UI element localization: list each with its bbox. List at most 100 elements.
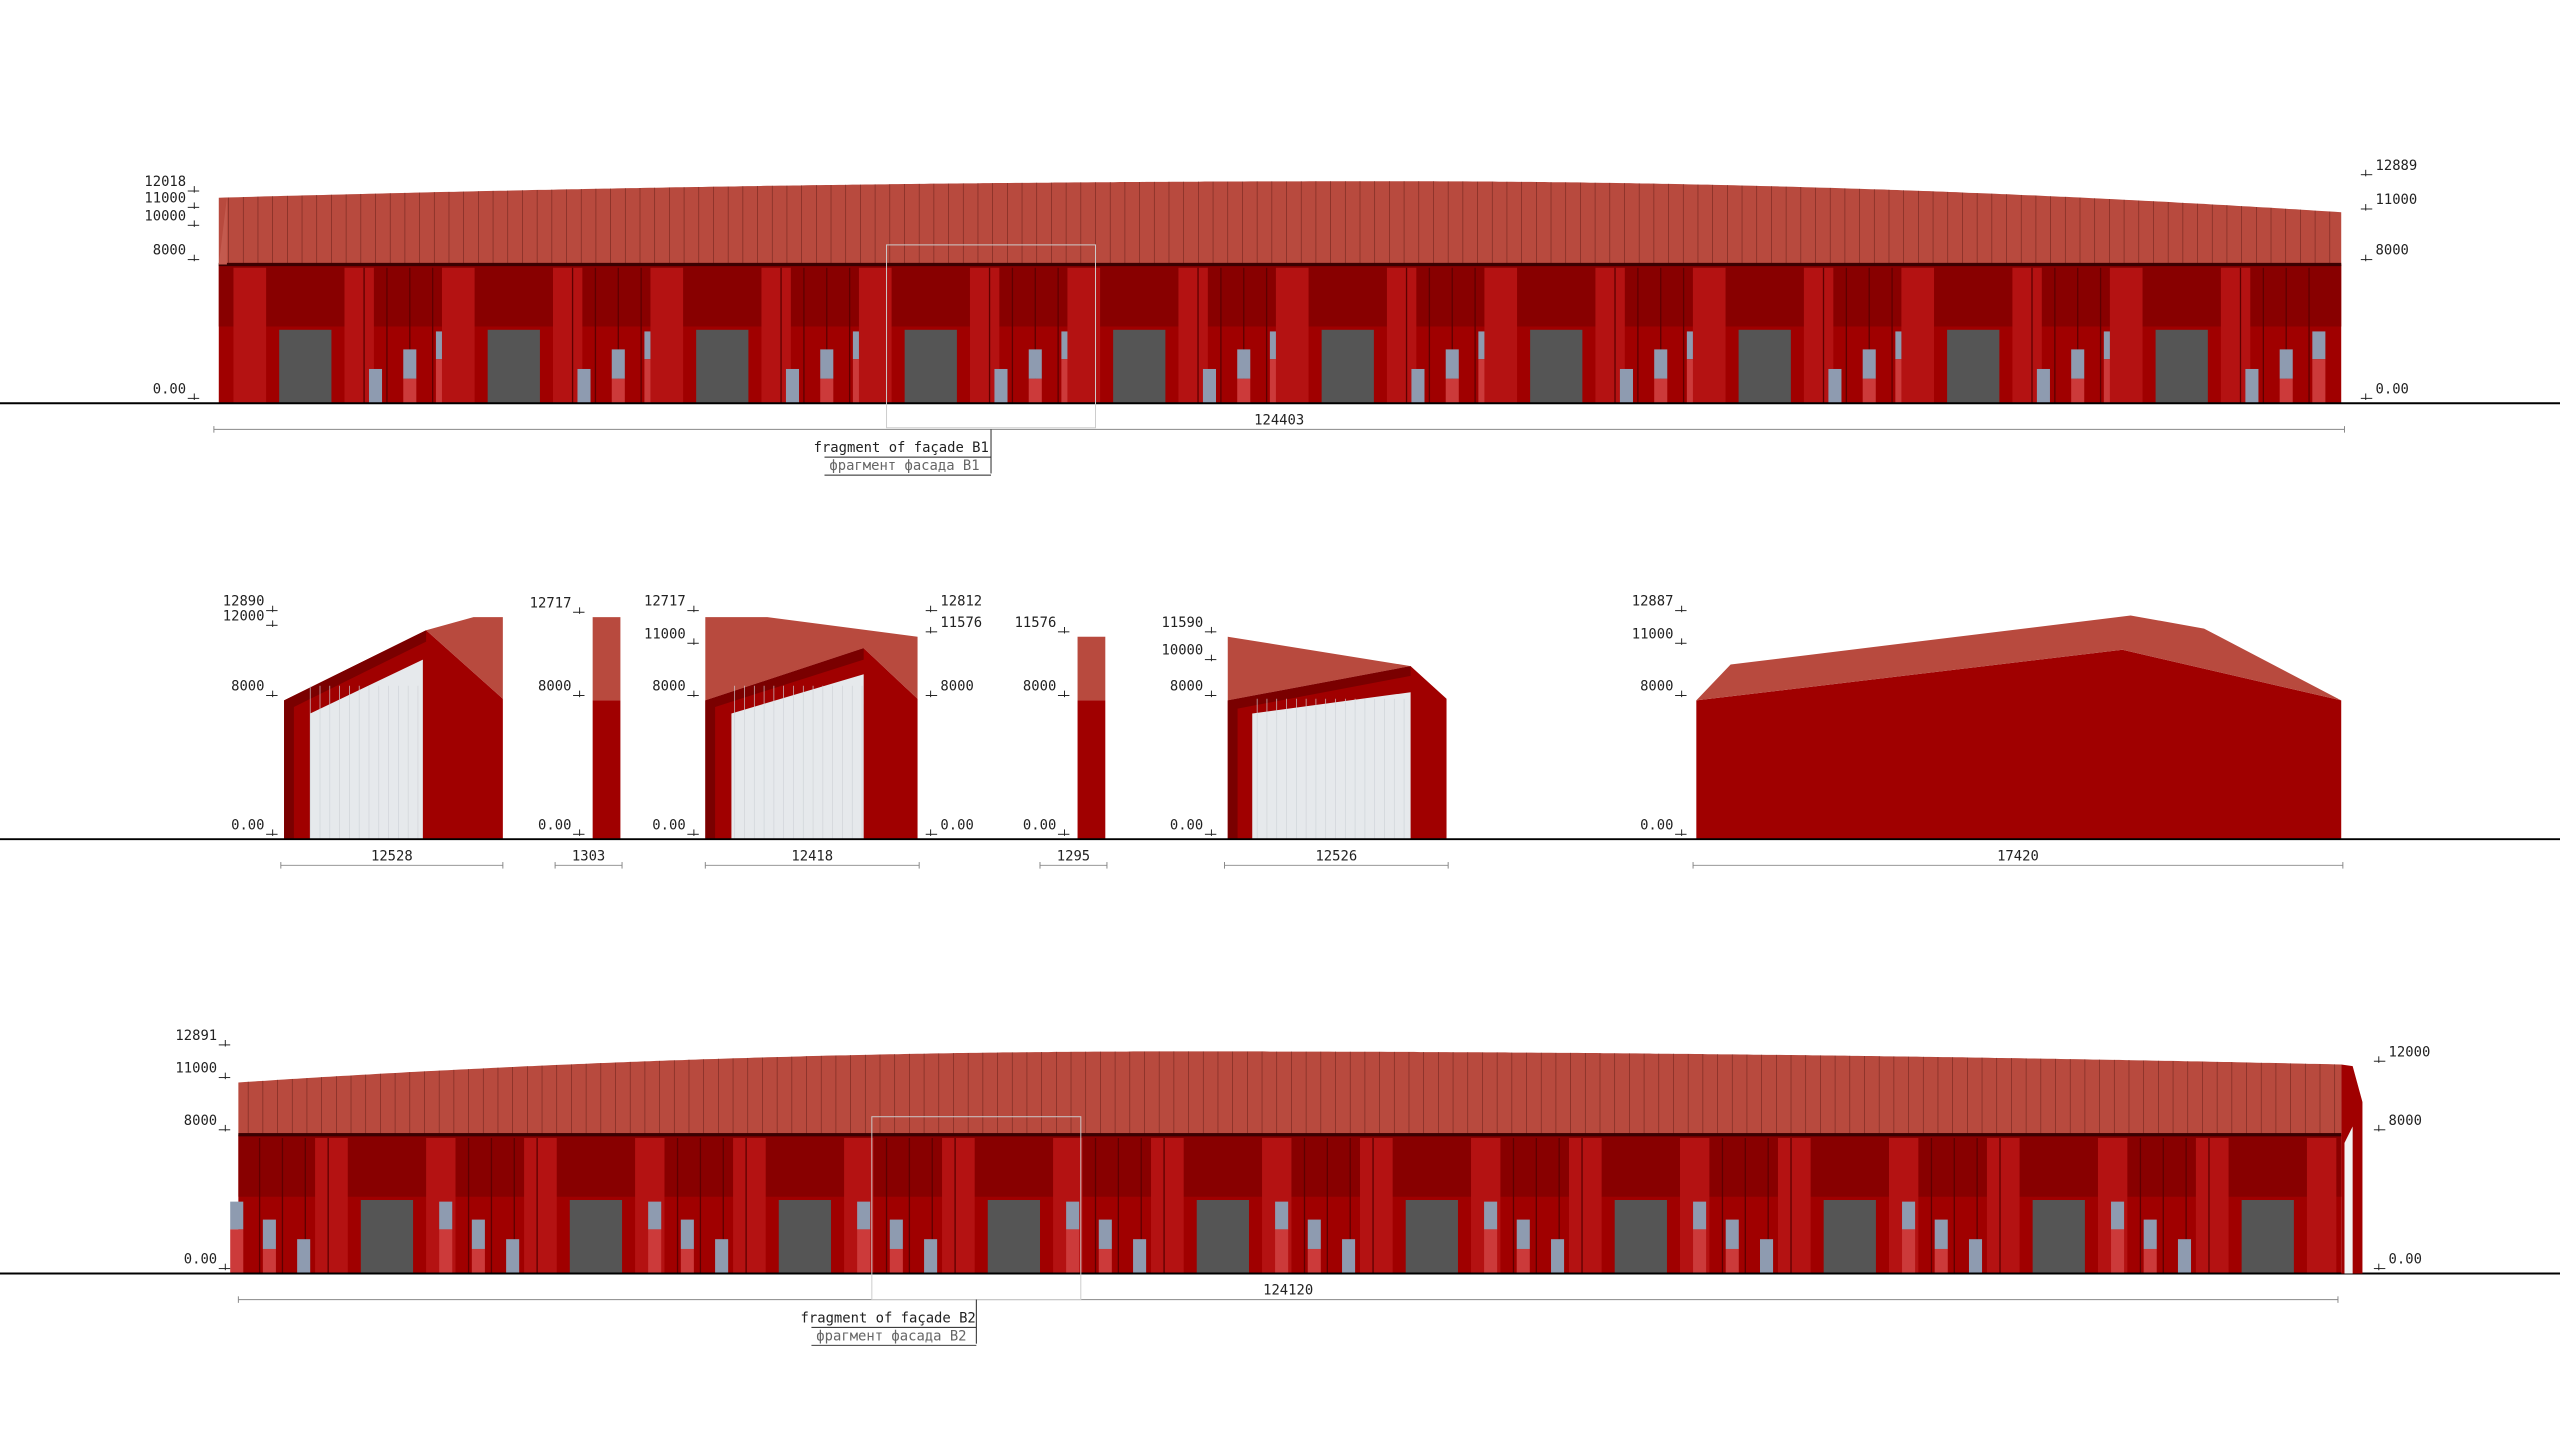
dimension-label: 12528 (371, 848, 413, 864)
window-panel (1484, 1229, 1498, 1274)
dimension-label: 12418 (791, 848, 833, 864)
pilaster (1151, 1137, 1184, 1274)
fragment-frame (886, 244, 1096, 429)
level-label: 10000 (144, 208, 186, 224)
gable-frame (705, 648, 864, 840)
window-panel (1237, 378, 1251, 404)
window-panel (1066, 1229, 1080, 1274)
end-opening (2344, 1126, 2353, 1274)
eave-line (238, 1133, 2342, 1137)
window (1275, 1201, 1289, 1230)
level-label: 8000 (1640, 679, 1673, 695)
gate (1614, 1200, 1667, 1274)
wall (592, 700, 621, 840)
window (2111, 1201, 2125, 1230)
gate (1196, 1200, 1249, 1274)
pilaster (733, 1137, 766, 1274)
pilaster (1484, 267, 1518, 404)
window (680, 1219, 694, 1249)
gable-door (310, 659, 423, 840)
level-label: 8000 (184, 1113, 217, 1129)
window-panel (2312, 359, 2326, 404)
pilaster (441, 267, 475, 404)
pilaster (650, 267, 684, 404)
window (1934, 1219, 1948, 1249)
window-panel (439, 1229, 453, 1274)
level-label: 12812 (940, 594, 982, 610)
gate (1530, 329, 1583, 404)
pilaster (1692, 267, 1726, 404)
window (506, 1239, 520, 1274)
window (297, 1239, 311, 1274)
window-panel (1862, 378, 1876, 404)
level-label: 10000 (1162, 643, 1204, 659)
gate (1113, 329, 1166, 404)
window (994, 368, 1008, 404)
window-panel (1275, 1229, 1289, 1274)
window-panel (857, 1229, 871, 1274)
gable-door (731, 674, 864, 840)
window (2036, 368, 2050, 404)
dimension-label: 124403 (1254, 412, 1304, 428)
window (2279, 349, 2293, 379)
roof (705, 617, 918, 701)
window-panel (648, 1229, 662, 1274)
window-panel (1028, 378, 1042, 404)
pilaster (1568, 1137, 1602, 1274)
level-label: 11576 (1015, 615, 1057, 631)
level-label: 0.00 (153, 381, 186, 397)
level-label: 11000 (644, 626, 686, 642)
window-panel (2111, 1229, 2125, 1274)
pilaster (2195, 1137, 2229, 1274)
window (1133, 1239, 1147, 1274)
gate (279, 329, 332, 404)
window-panel (611, 378, 625, 404)
dimension-label: 12526 (1315, 848, 1357, 864)
gable-frame (284, 630, 427, 840)
gate (487, 329, 540, 404)
level-label: 12891 (175, 1028, 217, 1044)
level-label: 0.00 (652, 817, 685, 833)
fragment-label-ru: фрагмент фасада B2 (816, 1328, 966, 1344)
pilaster (315, 1137, 348, 1274)
pilaster (2306, 1137, 2337, 1274)
window (648, 1201, 662, 1230)
window (2245, 368, 2259, 404)
window-panel (1902, 1229, 1916, 1274)
gable-door (1252, 692, 1411, 840)
window (1693, 1201, 1707, 1230)
gate (778, 1200, 832, 1274)
pilaster (942, 1137, 975, 1274)
window (1307, 1219, 1321, 1249)
window (2312, 331, 2326, 360)
level-label: 0.00 (184, 1252, 217, 1268)
level-label: 12018 (144, 174, 186, 190)
pilaster (1275, 267, 1309, 404)
level-label: 0.00 (231, 817, 264, 833)
roof (1077, 636, 1106, 701)
gate (1823, 1200, 1876, 1274)
level-label: 11590 (1162, 615, 1204, 631)
pilaster (233, 267, 267, 404)
window (1902, 1201, 1916, 1230)
roof-end (218, 197, 227, 265)
window-panel (1098, 1248, 1112, 1274)
level-label: 12717 (530, 595, 572, 611)
window (1862, 349, 1876, 379)
window (1619, 368, 1633, 404)
window-panel (680, 1248, 694, 1274)
pilaster (1360, 1137, 1393, 1274)
level-label: 8000 (538, 679, 571, 695)
window-panel (2279, 378, 2293, 404)
window (439, 1201, 453, 1230)
level-label: 12890 (223, 594, 265, 610)
wall (1077, 700, 1106, 840)
gate (2155, 329, 2208, 404)
window (471, 1219, 485, 1249)
window (1342, 1239, 1356, 1274)
level-label: 12889 (2376, 158, 2418, 174)
roof (218, 181, 2342, 265)
window-panel (2143, 1248, 2157, 1274)
window-panel (1725, 1248, 1739, 1274)
